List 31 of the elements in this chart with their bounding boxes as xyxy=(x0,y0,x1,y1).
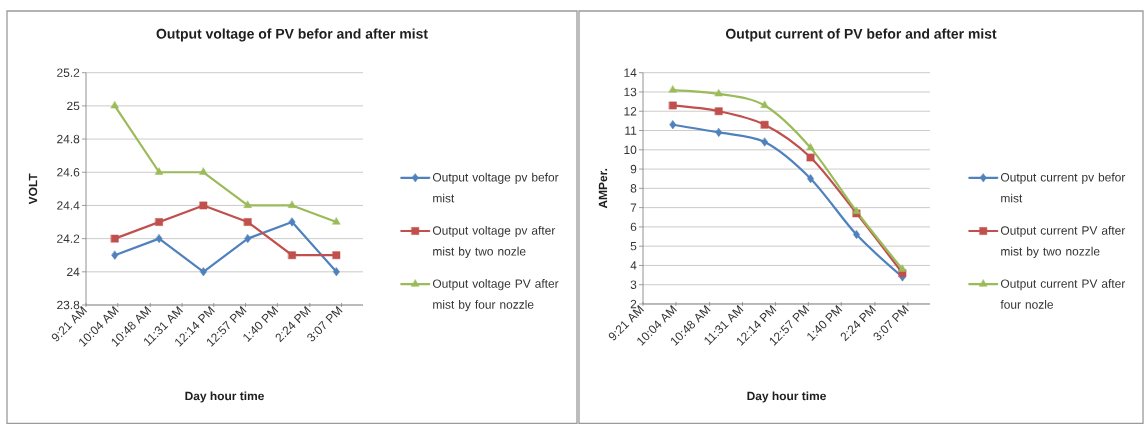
legend-label: Output voltage PV after mist by four nozzle xyxy=(432,279,559,312)
legend-label: Output voltage pv after mist by two nozle xyxy=(432,225,556,258)
x-axis-title: Day hour time xyxy=(747,391,826,403)
chart-title: Output current of PV befor and after mist xyxy=(725,28,997,42)
y-tick-label: 12 xyxy=(624,107,637,116)
y-tick-label: 4 xyxy=(630,261,637,270)
y-tick-label: 10 xyxy=(624,145,637,155)
y-tick-label: 24.8 xyxy=(57,134,80,144)
y-tick-label: 9 xyxy=(630,164,637,174)
y-tick-label: 25.2 xyxy=(57,68,80,77)
x-axis-title: Day hour time xyxy=(185,391,264,403)
y-tick-label: 24 xyxy=(67,267,80,276)
y-tick-label: 6 xyxy=(630,222,637,232)
y-tick-label: 3 xyxy=(630,280,637,289)
y-tick-label: 24.4 xyxy=(57,201,80,210)
y-tick-label: 24.2 xyxy=(57,234,80,243)
y-tick-label: 8 xyxy=(630,184,637,193)
y-tick-label: 13 xyxy=(624,87,637,97)
y-tick-label: 25 xyxy=(67,101,80,111)
legend-label: Output voltage pv befor mist xyxy=(432,172,559,203)
legend-label: Output current pv befor mist xyxy=(1000,172,1126,203)
y-tick-label: 14 xyxy=(624,68,637,77)
y-axis-title: AMPer. xyxy=(598,168,608,209)
y-tick-label: 7 xyxy=(630,203,637,212)
y-tick-label: 11 xyxy=(625,126,637,135)
legend-label: Output current PV after four nozle xyxy=(1000,279,1126,309)
chart-title: Output voltage of PV befor and after mist xyxy=(156,28,428,42)
legend-label: Output current PV after mist by two nozzle xyxy=(1000,225,1126,258)
y-tick-label: 24.6 xyxy=(57,168,80,177)
y-tick-label: 5 xyxy=(630,242,637,251)
y-axis-title: VOLT xyxy=(28,173,38,205)
